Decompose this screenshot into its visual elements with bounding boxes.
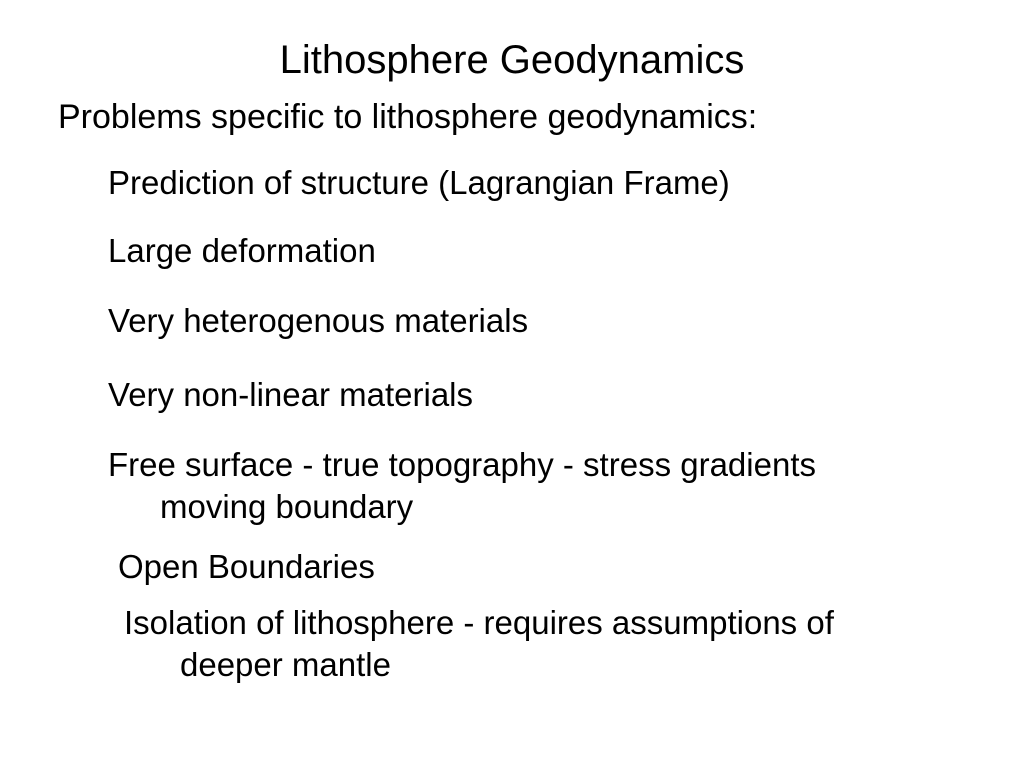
bullet-item-1: Prediction of structure (Lagrangian Fram… [108, 162, 730, 203]
bullet-item-6: Open Boundaries [118, 546, 375, 587]
bullet-item-7-line1: Isolation of lithosphere - requires assu… [124, 602, 994, 643]
slide: Lithosphere Geodynamics Problems specifi… [0, 0, 1024, 768]
bullet-item-5-line2: moving boundary [160, 486, 413, 527]
bullet-item-7-line2: deeper mantle [180, 644, 391, 685]
bullet-item-3: Very heterogenous materials [108, 300, 528, 341]
bullet-item-2: Large deformation [108, 230, 376, 271]
slide-subtitle: Problems specific to lithosphere geodyna… [58, 98, 757, 137]
slide-title: Lithosphere Geodynamics [0, 38, 1024, 83]
bullet-item-5-line1: Free surface - true topography - stress … [108, 444, 988, 485]
bullet-item-4: Very non-linear materials [108, 374, 473, 415]
